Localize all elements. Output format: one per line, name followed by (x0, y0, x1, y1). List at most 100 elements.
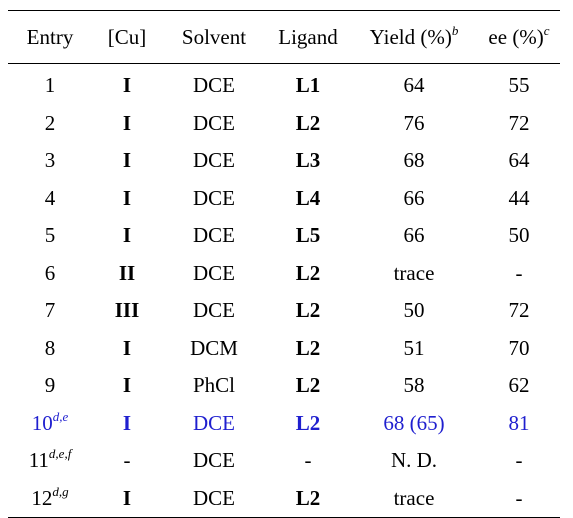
cell-ee: 72 (478, 105, 560, 143)
cell-entry-value: 5 (44, 223, 56, 248)
cell-yield-value: 66 (403, 223, 425, 248)
table-row: 5 I DCE L5 66 50 (8, 217, 560, 255)
cell-solvent-value: DCE (193, 410, 235, 435)
cell-yield: trace (350, 255, 478, 293)
cell-ee-value: 81 (508, 410, 530, 435)
cell-cu: I (92, 64, 162, 105)
cell-ee-value: - (515, 448, 523, 473)
cell-entry: 10d,e (8, 405, 92, 443)
cell-cu-value: II (118, 260, 136, 285)
cell-cu: I (92, 367, 162, 405)
cell-yield: 51 (350, 330, 478, 368)
cell-ligand: L4 (266, 180, 350, 218)
cell-yield-value: 58 (403, 373, 425, 398)
cell-entry-value: 3 (44, 148, 56, 173)
entry-footnote: d,e,f (48, 446, 72, 462)
cell-ligand: L2 (266, 255, 350, 293)
cell-entry-value: 10 (31, 410, 53, 435)
cell-yield-value: 68 (65) (383, 410, 445, 435)
cell-entry-value: 11 (28, 448, 49, 473)
cell-ee-value: 44 (508, 185, 530, 210)
entry-footnote: d,e (52, 408, 69, 424)
cell-entry-value: 8 (44, 335, 56, 360)
cell-solvent-value: DCE (193, 148, 235, 173)
cell-entry: 3 (8, 142, 92, 180)
cell-ee-value: 70 (508, 335, 530, 360)
cell-yield: 76 (350, 105, 478, 143)
cell-ee-value: 62 (508, 373, 530, 398)
optimization-table: Entry [Cu] Solvent Ligand Yield (%)b ee … (8, 10, 560, 518)
cell-cu: I (92, 180, 162, 218)
cell-ee-value: 55 (508, 73, 530, 98)
cell-ee: 64 (478, 142, 560, 180)
cell-yield-value: trace (393, 260, 435, 285)
cell-ligand: - (266, 442, 350, 480)
table-row: 2 I DCE L2 76 72 (8, 105, 560, 143)
header-yield-footnote: b (451, 22, 459, 38)
table-row: 8 I DCM L2 51 70 (8, 330, 560, 368)
header-entry: Entry (26, 24, 74, 49)
header-ee-footnote: c (543, 22, 550, 38)
cell-ligand: L5 (266, 217, 350, 255)
header-cu: [Cu] (107, 24, 147, 49)
cell-cu-value: I (122, 223, 132, 248)
cell-ee: 44 (478, 180, 560, 218)
cell-ee-value: 50 (508, 223, 530, 248)
cell-solvent: DCE (162, 180, 266, 218)
table-row: 12d,g I DCE L2 trace - (8, 480, 560, 518)
cell-ligand: L3 (266, 142, 350, 180)
cell-entry-value: 9 (44, 373, 56, 398)
table-row: 7 III DCE L2 50 72 (8, 292, 560, 330)
cell-solvent: DCM (162, 330, 266, 368)
cell-cu-value: I (122, 335, 132, 360)
cell-solvent-value: DCM (190, 335, 238, 360)
cell-cu-value: I (122, 485, 132, 510)
cell-solvent: DCE (162, 480, 266, 518)
cell-ligand: L1 (266, 64, 350, 105)
cell-cu-value: I (122, 148, 132, 173)
cell-cu: I (92, 480, 162, 518)
cell-entry: 5 (8, 217, 92, 255)
cell-solvent: DCE (162, 255, 266, 293)
cell-entry: 12d,g (8, 480, 92, 518)
cell-cu-value: III (114, 298, 140, 323)
cell-ee: 81 (478, 405, 560, 443)
cell-entry: 1 (8, 64, 92, 105)
cell-ligand-value: L2 (295, 335, 321, 360)
cell-yield: 66 (350, 180, 478, 218)
cell-entry: 6 (8, 255, 92, 293)
cell-yield: 68 (65) (350, 405, 478, 443)
cell-entry: 4 (8, 180, 92, 218)
cell-ee: - (478, 255, 560, 293)
cell-ligand: L2 (266, 105, 350, 143)
cell-ee-value: 72 (508, 298, 530, 323)
cell-entry: 11d,e,f (8, 442, 92, 480)
cell-ligand-value: L4 (295, 185, 321, 210)
header-row: Entry [Cu] Solvent Ligand Yield (%)b ee … (8, 10, 560, 64)
cell-solvent-value: DCE (193, 73, 235, 98)
cell-ee: 55 (478, 64, 560, 105)
cell-yield-value: trace (393, 485, 435, 510)
cell-cu: - (92, 442, 162, 480)
cell-solvent-value: DCE (193, 485, 235, 510)
cell-ee: 72 (478, 292, 560, 330)
cell-cu-value: I (122, 373, 132, 398)
cell-ligand-value: L2 (295, 110, 321, 135)
cell-solvent-value: DCE (193, 448, 235, 473)
cell-cu: II (92, 255, 162, 293)
cell-entry: 8 (8, 330, 92, 368)
cell-cu-value: I (122, 110, 132, 135)
cell-ligand-value: L2 (295, 260, 321, 285)
cell-ligand: L2 (266, 330, 350, 368)
cell-ligand-value: L1 (295, 73, 321, 98)
cell-ee: - (478, 480, 560, 518)
cell-ligand: L2 (266, 292, 350, 330)
cell-entry-value: 7 (44, 298, 56, 323)
cell-solvent-value: DCE (193, 223, 235, 248)
cell-solvent: DCE (162, 405, 266, 443)
header-solvent: Solvent (181, 24, 247, 49)
cell-ligand-value: - (304, 448, 312, 473)
cell-cu-value: I (122, 410, 132, 435)
cell-solvent: DCE (162, 64, 266, 105)
table-row: 9 I PhCl L2 58 62 (8, 367, 560, 405)
